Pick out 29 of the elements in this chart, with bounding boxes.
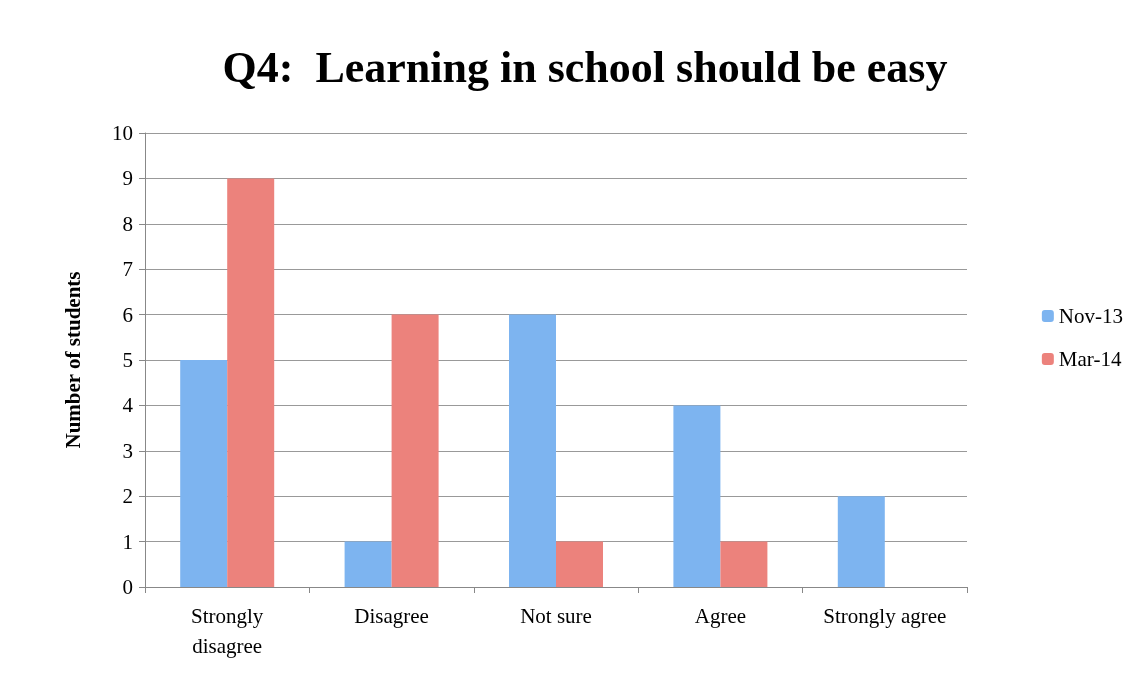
bar <box>227 178 275 587</box>
y-tick-label: 1 <box>122 529 133 554</box>
y-tick-label: 9 <box>122 166 133 191</box>
x-tick-label: Agree <box>694 604 747 628</box>
y-tick-label: 6 <box>122 302 133 327</box>
legend-label: Nov-13 <box>1058 304 1124 328</box>
bar <box>720 541 768 587</box>
y-axis-title: Number of students <box>60 271 85 449</box>
bar <box>556 541 603 587</box>
legend-label: Mar-14 <box>1058 347 1122 371</box>
bar <box>391 314 439 587</box>
x-tick-label: Strongly agree <box>823 604 947 628</box>
bar <box>673 405 721 587</box>
x-tick-label: Disagree <box>354 604 429 628</box>
y-tick-label: 0 <box>122 575 133 599</box>
x-tick-label: Not sure <box>520 604 592 628</box>
y-tick-label: 2 <box>122 484 133 509</box>
bar <box>837 496 885 587</box>
y-tick-label: 8 <box>122 211 133 236</box>
chart-title: Q4: Learning in school should be easy <box>222 42 948 92</box>
y-tick-label: 7 <box>122 257 133 282</box>
bar <box>344 541 392 587</box>
y-tick-label: 3 <box>122 438 133 463</box>
x-tick-label: Strongly disagree <box>191 604 264 658</box>
bar <box>509 314 556 587</box>
y-tick-label: 5 <box>122 348 133 372</box>
y-tick-label: 10 <box>112 121 133 145</box>
y-tick-label: 4 <box>122 393 134 418</box>
bar <box>180 360 228 587</box>
